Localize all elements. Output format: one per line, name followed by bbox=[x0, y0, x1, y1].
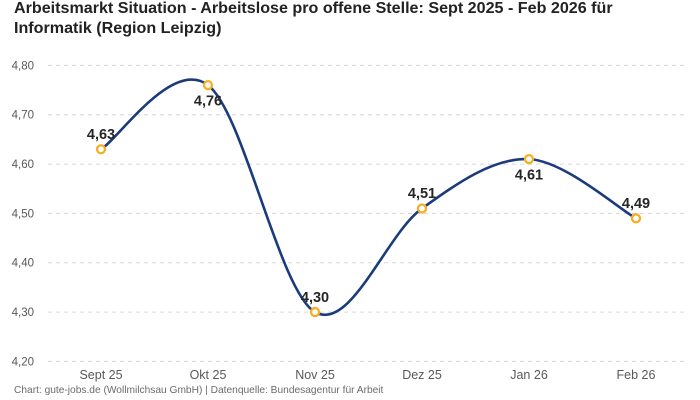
svg-text:Jan 26: Jan 26 bbox=[510, 368, 548, 382]
svg-text:4,50: 4,50 bbox=[12, 208, 34, 220]
svg-text:Nov 25: Nov 25 bbox=[295, 368, 335, 382]
svg-text:4,51: 4,51 bbox=[408, 186, 436, 202]
svg-text:Sept 25: Sept 25 bbox=[79, 368, 122, 382]
svg-text:Dez 25: Dez 25 bbox=[402, 368, 442, 382]
svg-text:4,60: 4,60 bbox=[12, 159, 34, 171]
svg-text:4,49: 4,49 bbox=[622, 196, 650, 212]
svg-text:4,70: 4,70 bbox=[12, 110, 34, 122]
svg-text:Okt 25: Okt 25 bbox=[190, 368, 227, 382]
svg-text:4,61: 4,61 bbox=[515, 168, 543, 184]
svg-text:4,76: 4,76 bbox=[194, 94, 222, 110]
svg-text:4,30: 4,30 bbox=[301, 290, 329, 306]
svg-text:4,80: 4,80 bbox=[12, 60, 34, 72]
svg-text:4,20: 4,20 bbox=[12, 356, 34, 368]
svg-text:Feb 26: Feb 26 bbox=[617, 368, 656, 382]
svg-text:4,63: 4,63 bbox=[87, 127, 115, 143]
svg-text:4,30: 4,30 bbox=[12, 307, 34, 319]
svg-text:4,40: 4,40 bbox=[12, 258, 34, 270]
